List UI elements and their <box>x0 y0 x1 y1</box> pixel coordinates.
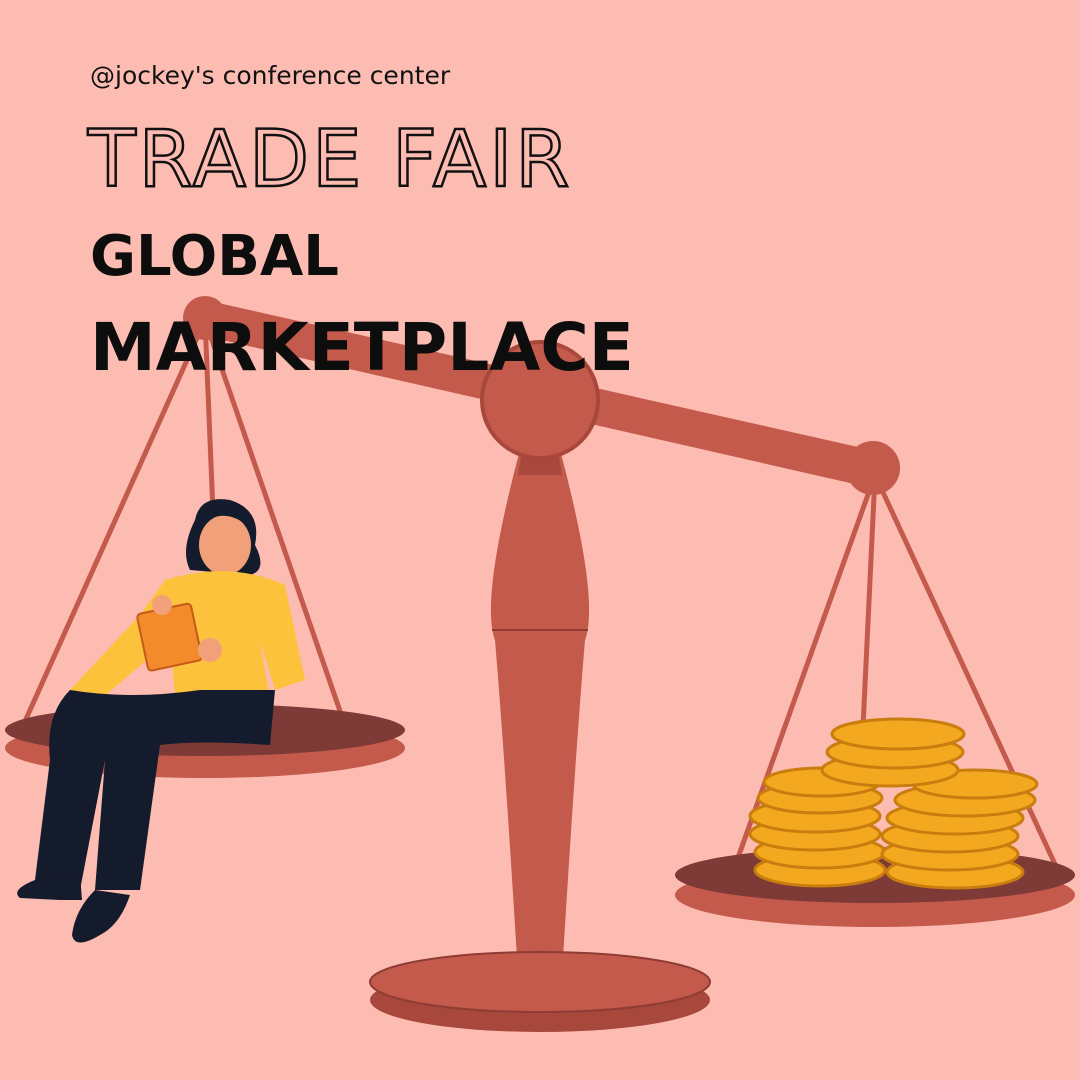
base-top <box>369 951 711 1013</box>
subtitle-line: GLOBAL <box>90 224 339 289</box>
coins <box>748 717 1039 890</box>
handle: @jockey's conference center <box>90 61 451 90</box>
hub <box>480 340 600 460</box>
beam-end-left <box>183 296 227 340</box>
subtitle-line: MARKETPLACE <box>90 309 634 386</box>
scale-illustration <box>5 296 1075 1032</box>
pillar <box>490 450 590 975</box>
title: TRADE FAIR <box>87 115 572 205</box>
beam-end-right <box>846 441 900 495</box>
woman <box>17 499 305 943</box>
